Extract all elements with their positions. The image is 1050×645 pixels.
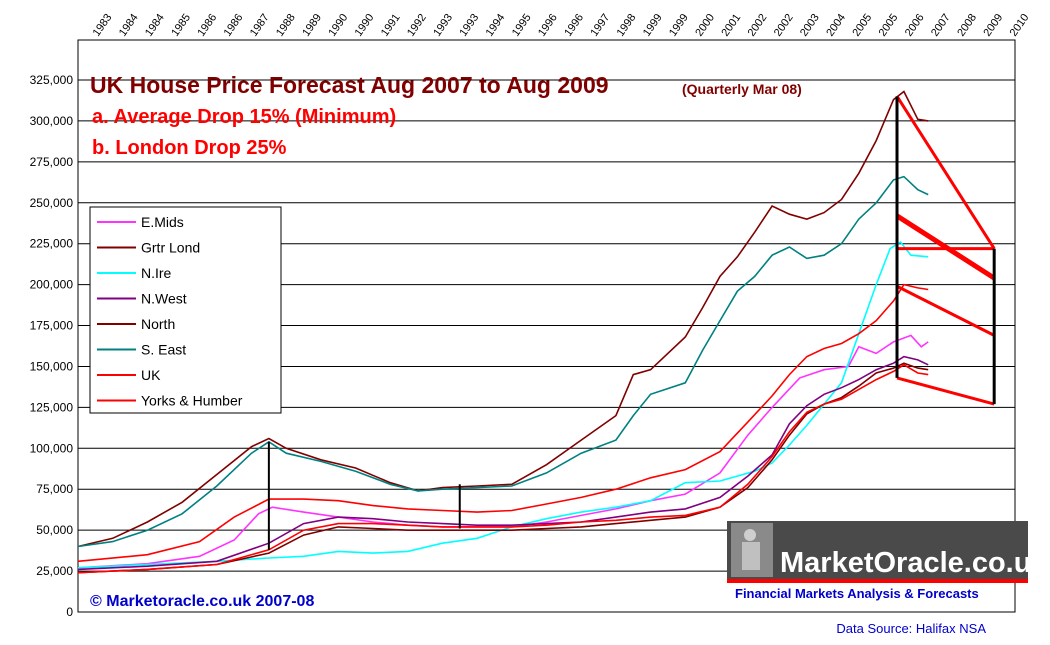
y-tick-label: 275,000 [30, 155, 74, 169]
logo-figure-body [742, 542, 760, 570]
legend-label: Yorks & Humber [141, 393, 243, 409]
legend-label: Grtr Lond [141, 240, 200, 256]
legend-label: E.Mids [141, 214, 184, 230]
series-line-n-ire [77, 241, 929, 569]
y-tick-label: 150,000 [30, 359, 74, 373]
annotation-average-drop: a. Average Drop 15% (Minimum) [92, 106, 396, 128]
logo-background [727, 521, 1028, 579]
y-tick-label: 75,000 [36, 482, 73, 496]
y-tick-label: 50,000 [36, 523, 73, 537]
copyright-text: © Marketoracle.co.uk 2007-08 [90, 593, 314, 610]
annotation-london-drop: b. London Drop 25% [92, 137, 287, 159]
y-tick-label: 125,000 [30, 400, 74, 414]
chart-subtitle: (Quarterly Mar 08) [682, 81, 802, 97]
logo-figure-head [744, 529, 756, 541]
y-tick-label: 25,000 [36, 564, 73, 578]
chart-title: UK House Price Forecast Aug 2007 to Aug … [90, 72, 609, 98]
y-axis: 0 25,000 50,000 75,000 100,000 125,000 150,000… [30, 73, 74, 619]
legend-label: North [141, 316, 175, 332]
y-tick-label: 225,000 [30, 237, 74, 251]
logo-tagline: Financial Markets Analysis & Forecasts [735, 586, 979, 601]
series-line-s-east [77, 175, 929, 548]
legend: E.Mids Grtr Lond N.Ire N.West North S. East UK… [89, 206, 282, 414]
series-line-yorks-humber [77, 363, 929, 574]
y-tick-label: 0 [66, 605, 73, 619]
legend-box [89, 206, 282, 414]
logo-underline [727, 579, 1028, 583]
forecast-line [895, 95, 996, 250]
logo-text: MarketOracle.co.uk [780, 547, 1048, 579]
series-line-n-west [77, 355, 929, 571]
y-tick-label: 200,000 [30, 278, 74, 292]
legend-label: N.Ire [141, 265, 172, 281]
legend-label: UK [141, 367, 161, 383]
legend-label: S. East [141, 342, 186, 358]
marketoracle-logo: MarketOracle.co.uk Financial Markets Ana… [727, 521, 1048, 601]
forecast-line [895, 213, 996, 281]
data-source-text: Data Source: Halifax NSA [836, 621, 986, 636]
y-tick-label: 300,000 [30, 114, 74, 128]
forecast-line [896, 376, 995, 406]
series-line-uk [77, 283, 929, 563]
y-tick-label: 250,000 [30, 196, 74, 210]
series-line-north [77, 362, 929, 574]
y-tick-label: 325,000 [30, 73, 74, 87]
forecast-line [896, 284, 995, 337]
y-tick-label: 100,000 [30, 441, 74, 455]
forecast-layer [267, 95, 996, 550]
series-line-grtr-lond [77, 90, 929, 548]
legend-label: N.West [141, 291, 187, 307]
series-layer [77, 90, 929, 574]
series-line-e-mids [77, 334, 929, 569]
y-tick-label: 175,000 [30, 319, 74, 333]
